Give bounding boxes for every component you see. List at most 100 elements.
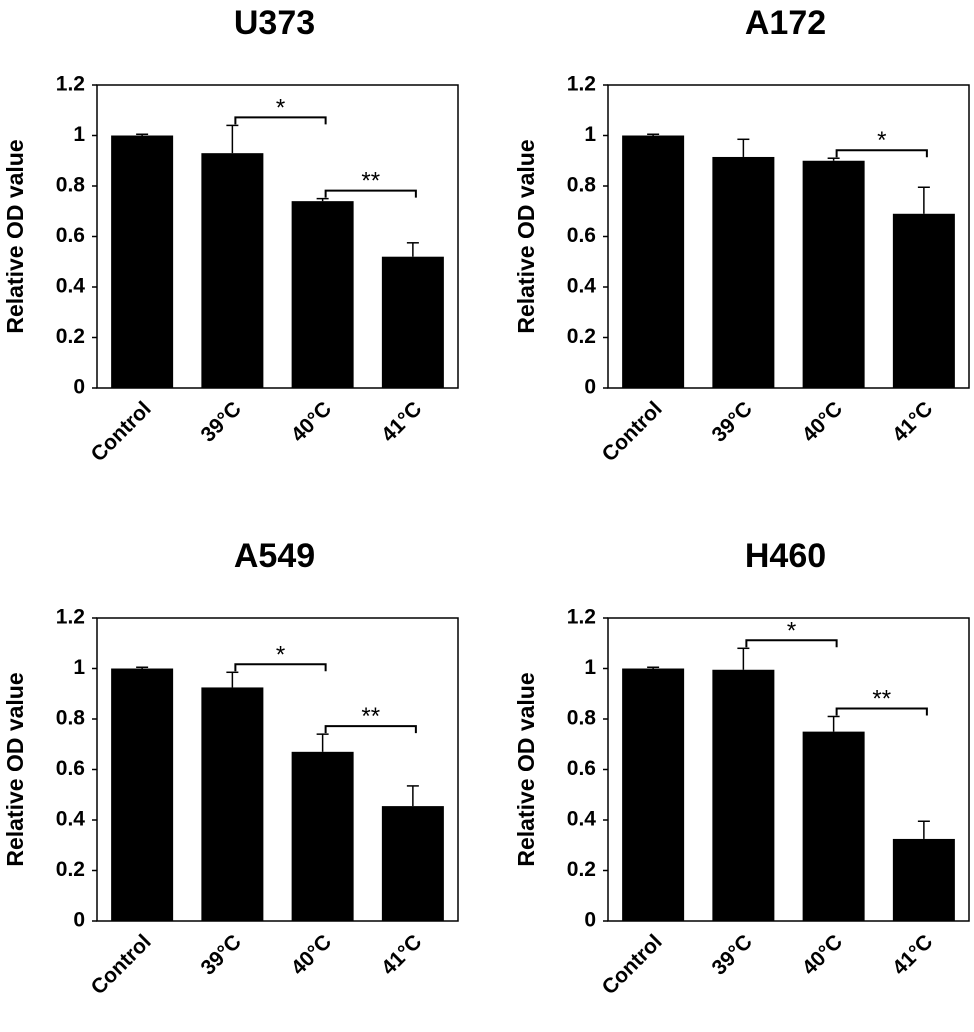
bar <box>291 751 354 921</box>
bar <box>622 668 685 921</box>
y-tick-label: 0.4 <box>567 808 597 831</box>
x-tick-label: 39°C <box>196 397 245 446</box>
error-bar <box>827 715 840 732</box>
y-tick-label: 0.8 <box>56 174 86 197</box>
significance-label: * <box>276 94 285 121</box>
error-bar <box>647 666 660 669</box>
y-tick-label: 0.2 <box>567 325 596 348</box>
x-tick-label: 41°C <box>377 397 426 446</box>
bar <box>712 669 775 921</box>
y-tick-label: 0 <box>73 376 85 399</box>
error-bar <box>406 242 419 257</box>
error-bar <box>316 733 329 752</box>
bar <box>291 201 354 388</box>
y-tick-label: 0.4 <box>567 275 597 298</box>
plot-frame <box>607 84 970 389</box>
x-tick-label: 40°C <box>798 397 847 446</box>
error-bar <box>136 666 149 669</box>
chart-title: U373 <box>234 4 315 42</box>
y-tick-label: 0.6 <box>567 757 596 780</box>
bar <box>111 135 174 388</box>
significance-bracket <box>324 725 417 734</box>
significance-label: * <box>276 641 285 668</box>
significance-label: ** <box>361 168 380 195</box>
y-axis-label: Relative OD value <box>513 672 539 866</box>
plot-frame <box>96 84 459 389</box>
significance-bracket <box>835 149 928 158</box>
bar <box>802 731 865 921</box>
x-tick-label: Control <box>598 930 667 999</box>
x-tick-label: 40°C <box>798 930 847 979</box>
panel: U373 Relative OD value 0 0.2 0.4 0.6 0.8 1 1.2 Co… <box>2 4 459 466</box>
y-tick-label: 1.2 <box>56 73 85 96</box>
y-tick-label: 0.2 <box>56 325 85 348</box>
y-tick-label: 1 <box>584 123 596 146</box>
y-tick-label: 1 <box>73 656 85 679</box>
significance-bracket <box>324 189 417 198</box>
significance-bracket <box>835 707 928 716</box>
panel: H460 Relative OD value 0 0.2 0.4 0.6 0.8 1 1.2 Co… <box>513 537 970 999</box>
chart-title: A172 <box>745 4 826 42</box>
bar <box>201 687 264 921</box>
error-bar <box>406 785 419 807</box>
error-bar <box>226 124 239 154</box>
bar <box>111 668 174 921</box>
bar <box>201 153 264 388</box>
y-axis-label: Relative OD value <box>2 672 28 866</box>
y-axis-label: Relative OD value <box>513 139 539 333</box>
error-bar <box>917 820 930 839</box>
bar <box>892 838 955 921</box>
chart-title: A549 <box>234 537 315 575</box>
bar <box>381 806 444 921</box>
error-bar <box>827 157 840 161</box>
significance-bracket <box>234 116 327 125</box>
y-tick-label: 0.4 <box>56 275 86 298</box>
error-bar <box>316 197 329 202</box>
plot-frame <box>607 617 970 922</box>
y-tick-label: 0.4 <box>56 808 86 831</box>
x-tick-label: Control <box>87 930 156 999</box>
x-tick-label: Control <box>598 397 667 466</box>
y-axis-label: Relative OD value <box>2 139 28 333</box>
significance-bracket <box>234 663 327 672</box>
y-tick-label: 0.6 <box>56 224 85 247</box>
y-tick-label: 0.2 <box>56 858 85 881</box>
significance-label: ** <box>872 685 891 712</box>
x-tick-label: Control <box>87 397 156 466</box>
x-tick-label: 41°C <box>888 930 937 979</box>
significance-bracket <box>745 639 838 648</box>
error-bar <box>136 133 149 136</box>
x-tick-label: 39°C <box>707 397 756 446</box>
y-tick-label: 0.2 <box>567 858 596 881</box>
y-tick-label: 1 <box>73 123 85 146</box>
bar <box>381 256 444 388</box>
y-tick-label: 0 <box>584 376 596 399</box>
error-bar <box>737 138 750 157</box>
error-bar <box>737 647 750 670</box>
y-tick-label: 1.2 <box>567 606 596 629</box>
significance-label: * <box>787 617 796 644</box>
x-tick-label: 39°C <box>196 930 245 979</box>
y-tick-label: 0.8 <box>567 707 597 730</box>
error-bar <box>647 133 660 136</box>
y-tick-label: 0.6 <box>567 224 596 247</box>
x-tick-label: 41°C <box>377 930 426 979</box>
y-tick-label: 1 <box>584 656 596 679</box>
y-tick-label: 0.8 <box>567 174 597 197</box>
significance-label: ** <box>361 703 380 730</box>
y-tick-label: 1.2 <box>56 606 85 629</box>
chart-title: H460 <box>745 537 826 575</box>
error-bar <box>917 186 930 214</box>
panel: A172 Relative OD value 0 0.2 0.4 0.6 0.8 1 1.2 Co… <box>513 4 970 466</box>
y-tick-label: 0.8 <box>56 707 86 730</box>
x-tick-label: 41°C <box>888 397 937 446</box>
y-tick-label: 0.6 <box>56 757 85 780</box>
significance-label: * <box>877 127 886 154</box>
x-tick-label: 40°C <box>287 397 336 446</box>
panel: A549 Relative OD value 0 0.2 0.4 0.6 0.8 1 1.2 Co… <box>2 537 459 999</box>
y-tick-label: 0 <box>73 909 85 932</box>
x-tick-label: 39°C <box>707 930 756 979</box>
bar <box>802 160 865 388</box>
